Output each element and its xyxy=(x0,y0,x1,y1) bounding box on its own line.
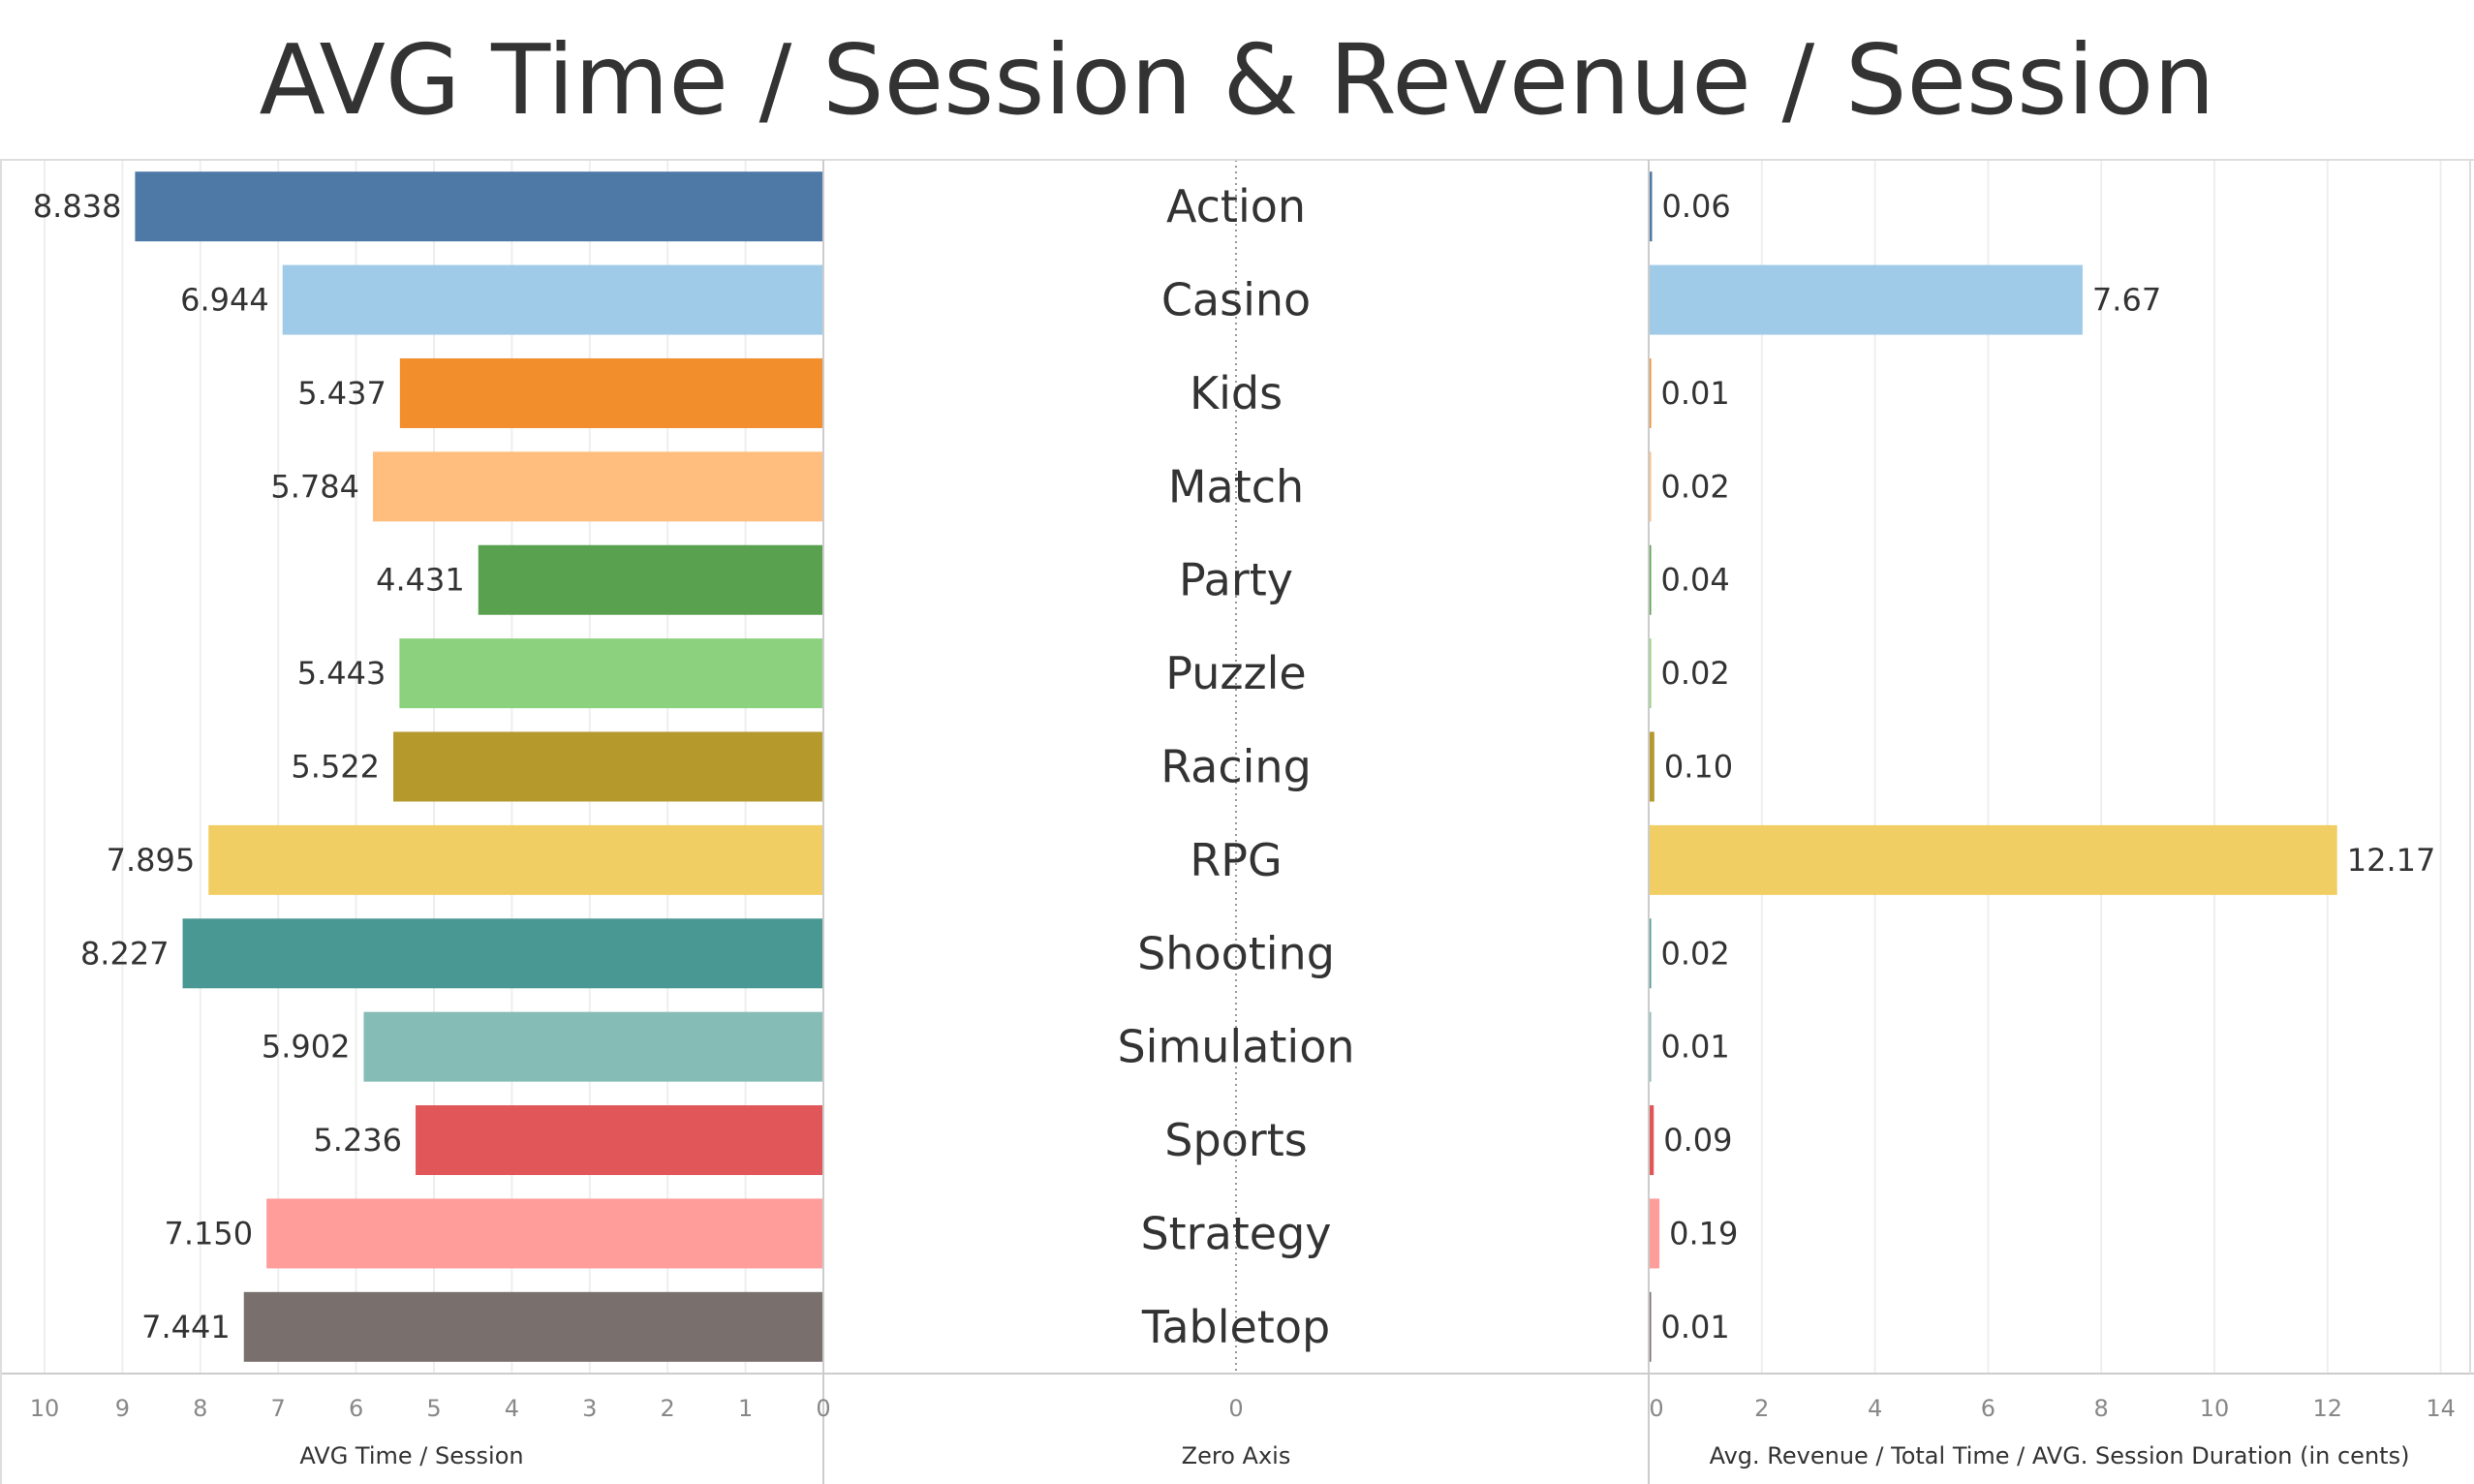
right-value-label: 0.01 xyxy=(1661,1029,1730,1066)
left-value-label: 5.236 xyxy=(313,1122,402,1159)
category-label: Racing xyxy=(1160,741,1312,793)
right-bar-shooting xyxy=(1649,918,1652,989)
right-value-label: 0.19 xyxy=(1669,1215,1738,1252)
left-bar-strategy xyxy=(266,1198,823,1269)
right-value-label: 0.02 xyxy=(1661,655,1730,692)
category-label: Match xyxy=(1168,460,1304,512)
right-bar-rpg xyxy=(1649,824,2337,895)
category-label: Party xyxy=(1179,554,1293,606)
left-value-label: 6.944 xyxy=(180,282,269,319)
left-value-label: 4.431 xyxy=(376,562,465,599)
middle-axis-title: Zero Axis xyxy=(1182,1442,1291,1469)
left-tick-label: 1 xyxy=(738,1395,753,1422)
left-bar-casino xyxy=(282,264,823,335)
left-bar-puzzle xyxy=(399,638,823,709)
right-bar-strategy xyxy=(1649,1198,1660,1269)
right-tick-label: 10 xyxy=(2200,1395,2230,1422)
left-bar-shooting xyxy=(182,918,823,989)
left-bars: 8.838 6.944 5.437 5.784 4.431 5.443 5.522 7.895… xyxy=(33,171,824,1362)
left-tick-label: 5 xyxy=(426,1395,441,1422)
right-tick-label: 12 xyxy=(2313,1395,2343,1422)
right-value-label: 0.04 xyxy=(1661,562,1730,599)
left-value-label: 8.838 xyxy=(33,188,122,225)
right-value-label: 0.10 xyxy=(1664,749,1733,786)
chart-title: AVG Time / Session & Revenue / Session xyxy=(259,23,2215,137)
middle-tick-label: 0 xyxy=(1228,1395,1243,1422)
left-bar-action xyxy=(135,171,823,242)
right-tick-label: 6 xyxy=(1981,1395,1995,1422)
right-bar-action xyxy=(1649,171,1653,242)
category-label: Puzzle xyxy=(1165,647,1306,699)
right-value-label: 0.02 xyxy=(1661,935,1730,972)
category-label: Strategy xyxy=(1140,1207,1331,1259)
right-bars: 0.06 7.67 0.01 0.02 0.04 0.02 0.10 12.17 0.02 0.0… xyxy=(1649,171,2435,1362)
right-tick-label: 14 xyxy=(2426,1395,2456,1422)
left-tick-label: 4 xyxy=(505,1395,519,1422)
category-label: Casino xyxy=(1161,274,1311,326)
left-tick-label: 10 xyxy=(30,1395,60,1422)
category-label: Tabletop xyxy=(1141,1301,1330,1353)
left-bar-racing xyxy=(393,731,823,802)
right-bar-match xyxy=(1649,451,1652,522)
left-tick-label: 8 xyxy=(193,1395,207,1422)
category-label: Kids xyxy=(1190,367,1283,419)
right-bar-kids xyxy=(1649,357,1652,428)
left-axis-title: AVG Time / Session xyxy=(299,1442,523,1469)
left-bar-sports xyxy=(416,1105,823,1176)
right-tick-label: 8 xyxy=(2094,1395,2109,1422)
category-label: Simulation xyxy=(1117,1021,1354,1073)
category-label: Shooting xyxy=(1137,927,1335,979)
right-value-label: 7.67 xyxy=(2092,282,2161,319)
right-bar-party xyxy=(1649,544,1652,615)
category-label: RPG xyxy=(1190,834,1282,886)
right-bar-simulation xyxy=(1649,1011,1652,1082)
right-bar-puzzle xyxy=(1649,638,1652,709)
left-tick-label: 3 xyxy=(582,1395,597,1422)
right-value-label: 0.01 xyxy=(1661,1309,1730,1345)
left-value-label: 8.227 xyxy=(80,935,170,972)
category-label: Sports xyxy=(1164,1114,1307,1166)
left-value-label: 7.150 xyxy=(165,1215,254,1252)
left-value-label: 7.895 xyxy=(107,842,196,879)
left-bar-party xyxy=(478,544,823,615)
left-tick-label: 6 xyxy=(349,1395,363,1422)
right-value-label: 0.09 xyxy=(1663,1122,1732,1159)
left-tick-label: 7 xyxy=(271,1395,286,1422)
left-bar-match xyxy=(372,451,823,522)
left-value-label: 5.902 xyxy=(262,1029,351,1066)
left-value-label: 5.784 xyxy=(270,468,359,505)
left-value-label: 5.437 xyxy=(297,375,387,412)
left-tick-label: 2 xyxy=(661,1395,675,1422)
right-axis-title: Avg. Revenue / Total Time / AVG. Session… xyxy=(1710,1442,2410,1469)
right-bar-racing xyxy=(1649,731,1654,802)
right-value-label: 0.06 xyxy=(1662,188,1731,225)
right-bar-sports xyxy=(1649,1105,1654,1176)
right-value-label: 0.02 xyxy=(1661,468,1730,505)
right-value-label: 0.01 xyxy=(1661,375,1730,412)
right-bar-casino xyxy=(1649,264,2083,335)
left-value-label: 5.522 xyxy=(291,749,380,786)
category-label: Action xyxy=(1166,180,1306,232)
left-value-label: 5.443 xyxy=(297,655,387,692)
left-value-label: 7.441 xyxy=(141,1309,231,1345)
right-tick-label: 0 xyxy=(1649,1395,1663,1422)
category-labels: Action Casino Kids Match Party Puzzle Racing RP… xyxy=(1117,180,1354,1353)
left-bar-kids xyxy=(399,357,823,428)
right-tick-label: 4 xyxy=(1868,1395,1882,1422)
right-tick-label: 2 xyxy=(1754,1395,1769,1422)
left-tick-label: 9 xyxy=(115,1395,130,1422)
left-bar-simulation xyxy=(363,1011,823,1082)
right-bar-tabletop xyxy=(1649,1291,1652,1362)
left-tick-label: 0 xyxy=(816,1395,830,1422)
right-value-label: 12.17 xyxy=(2347,842,2436,879)
left-bar-rpg xyxy=(208,824,823,895)
left-bar-tabletop xyxy=(243,1291,824,1362)
